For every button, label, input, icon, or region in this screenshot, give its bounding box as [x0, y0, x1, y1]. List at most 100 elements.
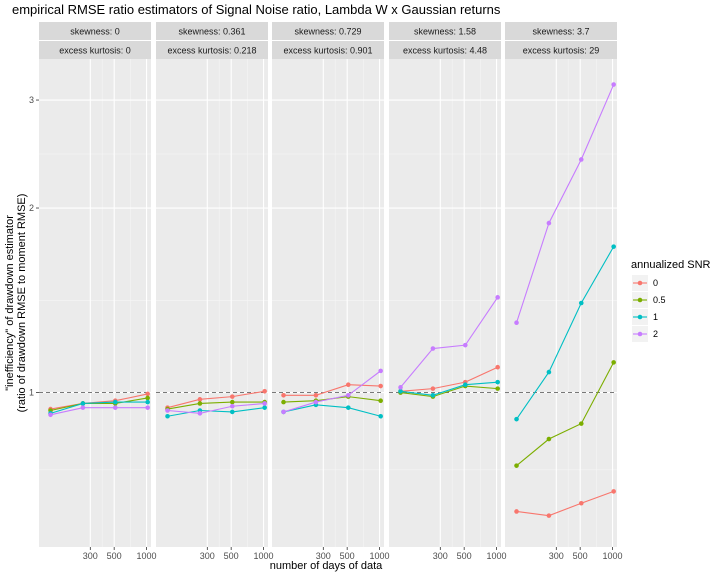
series-line — [167, 402, 265, 414]
x-tick-label: 300 — [200, 551, 215, 561]
data-point — [578, 157, 584, 162]
legend-point — [637, 280, 643, 286]
data-point — [345, 405, 351, 410]
x-tick-label: 1000 — [370, 551, 390, 561]
data-point — [578, 300, 584, 306]
data-point — [578, 421, 584, 426]
x-tick-label: 500 — [107, 551, 122, 561]
data-point — [229, 403, 235, 409]
data-point — [546, 436, 552, 442]
data-point — [197, 411, 203, 416]
data-point — [495, 386, 500, 391]
data-point — [262, 388, 267, 394]
panel-background — [272, 59, 384, 547]
series-line — [283, 384, 381, 396]
data-point — [112, 405, 118, 410]
y-axis: 1 2 3 — [29, 95, 39, 398]
strip-background — [272, 41, 384, 59]
data-point — [611, 489, 616, 494]
data-point — [145, 399, 150, 405]
strip-background — [156, 22, 268, 40]
data-point — [514, 463, 519, 468]
data-point — [262, 405, 267, 410]
data-point — [165, 413, 170, 419]
data-point — [546, 220, 552, 226]
facet-strip-kurtosis: excess kurtosis: 4.48 — [403, 46, 487, 56]
facet-strip-kurtosis: excess kurtosis: 0.218 — [167, 46, 256, 56]
data-point — [281, 392, 286, 398]
data-point — [313, 392, 319, 398]
strip-background — [505, 22, 617, 40]
data-point — [611, 244, 616, 249]
data-point — [281, 409, 286, 415]
facet-strip-skewness: skewness: 0 — [70, 27, 120, 37]
x-tick-label: 300 — [433, 551, 448, 561]
series-line — [400, 366, 498, 392]
data-point — [462, 342, 468, 348]
data-point — [495, 379, 500, 385]
y-tick-label: 3 — [29, 95, 34, 105]
data-point — [229, 409, 235, 415]
legend-point — [637, 331, 643, 337]
data-point — [80, 405, 86, 410]
data-point — [430, 386, 436, 391]
data-point — [165, 408, 170, 413]
x-tick-label: 300 — [83, 551, 98, 561]
y-tick-label: 1 — [29, 388, 34, 398]
data-point — [229, 394, 235, 399]
y-axis-title-line2: (ratio of drawdown RMSE to moment RMSE) — [16, 194, 28, 413]
series-line — [50, 401, 148, 414]
chart-title: empirical RMSE ratio estimators of Signa… — [12, 2, 501, 17]
x-tick-label: 300 — [316, 551, 331, 561]
legend-label: 2 — [653, 329, 658, 339]
strip-background — [272, 22, 384, 40]
x-tick-label: 1000 — [137, 551, 157, 561]
data-point — [462, 382, 468, 388]
series-line — [516, 84, 615, 323]
legend-point — [637, 314, 643, 320]
data-point — [378, 368, 383, 374]
data-point — [378, 383, 383, 389]
data-point — [514, 509, 519, 514]
x-tick-label: 500 — [340, 551, 355, 561]
series-line — [283, 370, 381, 413]
series-line — [516, 246, 615, 420]
facet-strip-skewness: skewness: 3.7 — [532, 27, 589, 37]
x-tick-label: 500 — [224, 551, 239, 561]
data-point — [197, 401, 203, 406]
facet-strip-kurtosis: excess kurtosis: 0 — [59, 46, 131, 56]
facet-strip-skewness: skewness: 0.361 — [178, 27, 245, 37]
y-tick-label: 2 — [29, 203, 34, 213]
x-tick-label: 500 — [573, 551, 588, 561]
facet-panel: skewness: 0 excess kurtosis: 0 300 500 1000 — [39, 22, 157, 561]
data-point — [514, 320, 519, 326]
series-line — [167, 390, 265, 409]
series-line — [400, 297, 499, 388]
data-point — [514, 416, 519, 422]
panel-background — [156, 59, 268, 547]
x-tick-label: 300 — [549, 551, 564, 561]
series-line — [167, 407, 265, 417]
data-point — [145, 405, 150, 410]
data-point — [345, 392, 351, 398]
series-line — [516, 490, 614, 517]
series-line — [283, 404, 381, 417]
legend: annualized SNR 0 0.5 1 2 — [631, 259, 711, 342]
data-point — [398, 388, 403, 394]
facet-panel: skewness: 3.7 excess kurtosis: 29 300 500 10… — [505, 22, 623, 561]
series-line — [516, 362, 615, 467]
strip-background — [389, 41, 501, 59]
data-point — [378, 413, 383, 419]
panel-background — [389, 59, 501, 547]
series-line — [50, 407, 148, 416]
facet-panel: skewness: 1.58 excess kurtosis: 4.48 300 50… — [389, 22, 507, 561]
data-point — [495, 364, 500, 370]
panel-background — [39, 59, 151, 547]
facet-panel: skewness: 0.361 excess kurtosis: 0.218 300… — [156, 22, 274, 561]
strip-background — [39, 41, 151, 59]
series-line — [50, 393, 148, 410]
series-line — [167, 401, 265, 410]
data-point — [430, 346, 436, 351]
panel-background — [505, 59, 617, 547]
